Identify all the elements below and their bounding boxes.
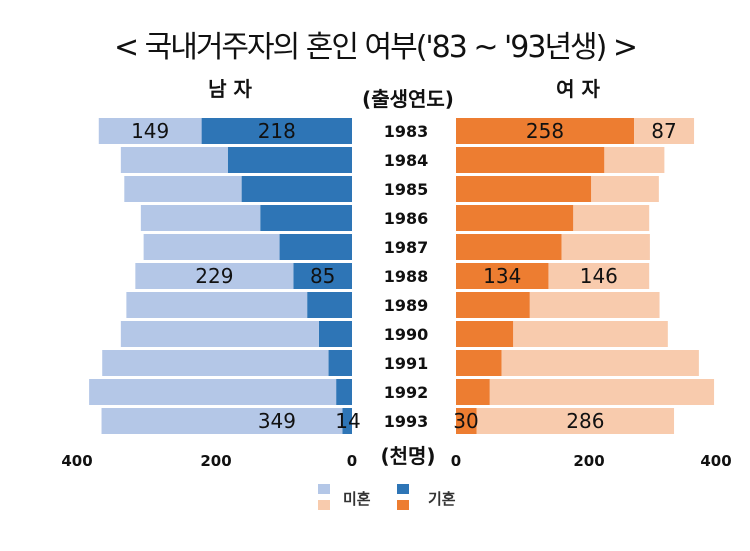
legend-swatch-male-married	[397, 484, 409, 494]
bar-female-married-1991	[456, 350, 502, 376]
bar-male-married-1992	[336, 379, 352, 405]
data-label-male-unmarried-1988: 229	[195, 264, 233, 288]
legend-swatch-male-unmarried	[318, 484, 330, 494]
bar-female-married-1992	[456, 379, 490, 405]
bar-male-unmarried-1990	[120, 321, 319, 347]
female-header: 여 자	[556, 77, 600, 101]
bar-female-married-1987	[456, 234, 562, 260]
legend-label-unmarried: 미혼	[343, 490, 371, 508]
bar-male-unmarried-1986	[140, 205, 261, 231]
bar-female-unmarried-1988	[548, 263, 650, 289]
year-label-1993: 1993	[384, 412, 429, 431]
legend-label-married: 기혼	[428, 490, 456, 508]
bar-female-unmarried-1987	[561, 234, 650, 260]
bar-female-unmarried-1984	[604, 147, 665, 173]
year-label-1988: 1988	[384, 267, 429, 286]
bar-male-unmarried-1987	[143, 234, 280, 260]
bar-female-unmarried-1993	[476, 408, 675, 434]
bar-male-unmarried-1992	[89, 379, 337, 405]
bar-male-married-1988	[293, 263, 352, 289]
right-tick-200: 200	[573, 452, 604, 470]
chart-title: < 국내거주자의 혼인 여부('83 ~ '93년생) >	[113, 30, 638, 65]
bar-female-married-1989	[456, 292, 530, 318]
left-tick-400: 400	[61, 452, 92, 470]
bar-female-unmarried-1990	[513, 321, 668, 347]
year-label-1986: 1986	[384, 209, 429, 228]
bar-male-married-1990	[318, 321, 352, 347]
bar-female-unmarried-1985	[591, 176, 659, 202]
data-label-female-unmarried-1983: 87	[651, 119, 676, 143]
bar-male-married-1987	[279, 234, 352, 260]
bar-male-unmarried-1983	[98, 118, 202, 144]
bar-male-unmarried-1988	[135, 263, 294, 289]
bar-female-married-1986	[456, 205, 574, 231]
legend-swatch-female-unmarried	[318, 500, 330, 510]
data-label-male-unmarried-1993: 349	[258, 409, 296, 433]
male-header: 남 자	[208, 77, 252, 101]
bar-female-unmarried-1986	[573, 205, 650, 231]
bar-female-unmarried-1983	[634, 118, 695, 144]
year-label-1985: 1985	[384, 180, 429, 199]
year-label-1983: 1983	[384, 122, 429, 141]
bar-male-married-1985	[241, 176, 352, 202]
bar-female-unmarried-1991	[501, 350, 699, 376]
left-tick-200: 200	[200, 452, 231, 470]
right-tick-0: 0	[451, 452, 461, 470]
bar-male-married-1993	[342, 408, 352, 434]
bar-male-married-1984	[227, 147, 352, 173]
year-label-1987: 1987	[384, 238, 429, 257]
bar-male-married-1989	[307, 292, 352, 318]
legend-swatch-female-married	[397, 500, 409, 510]
bar-male-unmarried-1993	[101, 408, 343, 434]
bar-male-unmarried-1985	[124, 176, 242, 202]
bar-male-married-1986	[260, 205, 352, 231]
data-label-male-married-1988: 85	[310, 264, 335, 288]
bar-female-married-1990	[456, 321, 514, 347]
bar-male-married-1991	[328, 350, 352, 376]
data-label-male-unmarried-1983: 149	[131, 119, 169, 143]
year-label-1984: 1984	[384, 151, 429, 170]
unit-label: (천명)	[380, 444, 435, 468]
year-label-1991: 1991	[384, 354, 429, 373]
bar-female-married-1988	[456, 263, 549, 289]
data-label-male-married-1993: 14	[335, 409, 360, 433]
data-label-female-married-1993: 30	[453, 409, 478, 433]
bar-female-married-1983	[456, 118, 635, 144]
bar-male-unmarried-1984	[120, 147, 228, 173]
data-label-female-married-1983: 258	[526, 119, 564, 143]
data-label-female-married-1988: 134	[483, 264, 521, 288]
year-label-1992: 1992	[384, 383, 429, 402]
data-label-female-unmarried-1993: 286	[566, 409, 604, 433]
left-tick-0: 0	[347, 452, 357, 470]
bar-female-married-1993	[456, 408, 477, 434]
right-tick-400: 400	[700, 452, 731, 470]
bar-female-unmarried-1989	[529, 292, 660, 318]
bar-female-unmarried-1992	[489, 379, 715, 405]
bar-male-married-1983	[201, 118, 352, 144]
data-label-male-married-1983: 218	[258, 119, 296, 143]
bar-female-married-1985	[456, 176, 592, 202]
bar-female-married-1984	[456, 147, 605, 173]
year-label-1990: 1990	[384, 325, 429, 344]
birth-year-header: (출생연도)	[362, 87, 454, 111]
data-label-female-unmarried-1988: 146	[580, 264, 618, 288]
year-label-1989: 1989	[384, 296, 429, 315]
bar-male-unmarried-1989	[126, 292, 308, 318]
bar-male-unmarried-1991	[102, 350, 329, 376]
